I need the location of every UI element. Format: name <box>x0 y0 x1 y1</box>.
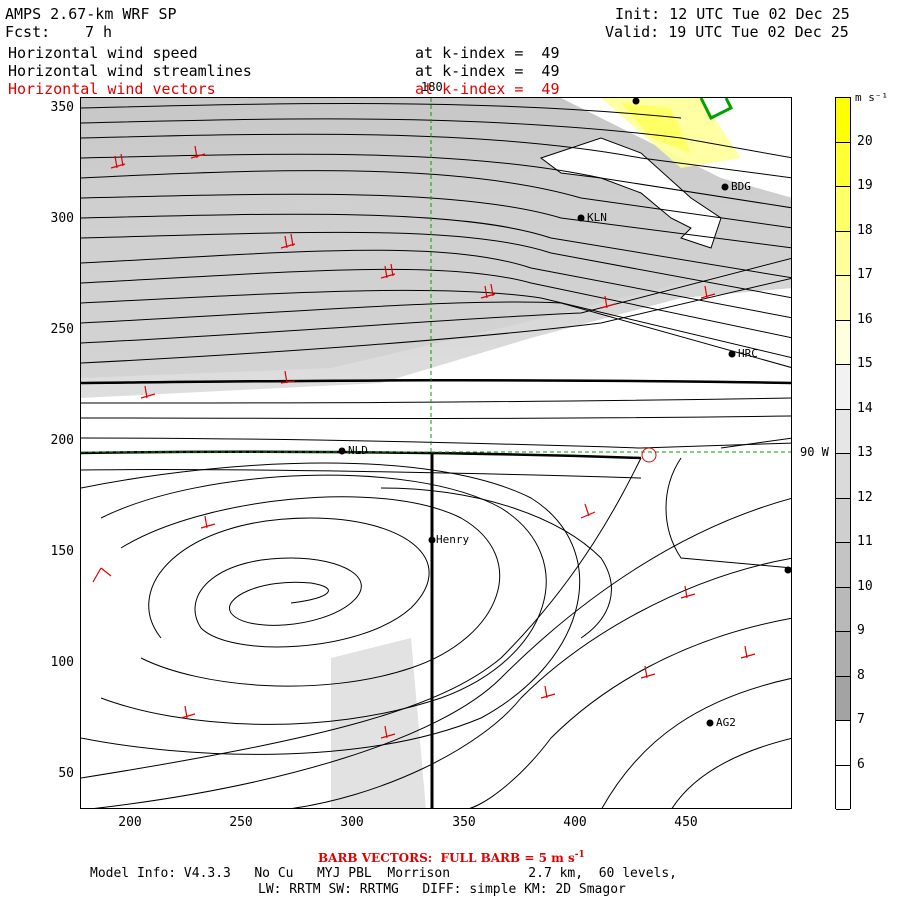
colorbar-segment <box>836 365 850 410</box>
barb-legend-unit: -1 <box>574 850 585 860</box>
field-level-streamlines: at k-index = 49 <box>415 62 560 80</box>
station-label-henry: Henry <box>436 533 470 546</box>
station-dot-bdg <box>721 183 729 191</box>
station-dot-henry <box>428 536 436 544</box>
station-markers <box>338 98 791 727</box>
field-name-vectors: Horizontal wind vectors <box>8 80 216 98</box>
colorbar-segment <box>836 276 850 321</box>
parallel-label: 90 W <box>800 445 829 459</box>
colorbar-segment <box>836 587 850 632</box>
colorbar-segment <box>836 409 850 454</box>
field-level-wind-speed: at k-index = 49 <box>415 44 560 62</box>
colorbar-segment <box>836 676 850 721</box>
colorbar <box>835 97 851 810</box>
colorbar-segment <box>836 231 850 276</box>
x-tick-350: 350 <box>452 815 476 830</box>
init-time: Init: 12 UTC Tue 02 Dec 25 <box>615 5 850 23</box>
station-dot-top <box>632 98 640 105</box>
colorbar-label: 6 <box>857 756 865 772</box>
colorbar-label: 16 <box>857 311 873 327</box>
x-tick-200: 200 <box>118 815 142 830</box>
y-tick-250: 250 <box>50 322 74 337</box>
station-label-ag2: AG2 <box>716 716 736 729</box>
colorbar-segment <box>836 454 850 499</box>
barb-legend: BARB VECTORS: FULL BARB = 5 m s-1 <box>318 850 585 865</box>
y-tick-300: 300 <box>50 211 74 226</box>
colorbar-label: 15 <box>857 356 873 371</box>
station-label-nld: NLD <box>348 444 368 457</box>
station-dot-ag2 <box>706 719 714 727</box>
model-info: Model Info: V4.3.3 No Cu MYJ PBL Morriso… <box>90 866 677 881</box>
x-tick-400: 400 <box>563 815 587 830</box>
station-label-hrc: HRC <box>738 347 758 360</box>
y-tick-100: 100 <box>50 655 74 670</box>
station-dot-edge <box>784 566 791 574</box>
y-tick-200: 200 <box>50 433 74 448</box>
colorbar-label: 20 <box>857 133 873 149</box>
valid-time: Valid: 19 UTC Tue 02 Dec 25 <box>605 23 849 41</box>
field-level-vectors: at k-index = 49 <box>415 80 560 98</box>
wind-barbs <box>92 145 756 739</box>
colorbar-label: 10 <box>857 578 873 594</box>
colorbar-segment <box>836 765 850 810</box>
station-dot-hrc <box>728 350 736 358</box>
colorbar-label: 14 <box>857 400 873 416</box>
colorbar-segment <box>836 187 850 232</box>
colorbar-label: 9 <box>857 623 865 638</box>
field-name-streamlines: Horizontal wind streamlines <box>8 62 252 80</box>
speed-shading-south <box>331 638 426 808</box>
colorbar-segment <box>836 721 850 766</box>
colorbar-label: 8 <box>857 667 865 683</box>
colorbar-segment <box>836 543 850 588</box>
y-tick-150: 150 <box>50 544 74 559</box>
speed-shading-band <box>81 158 791 378</box>
colorbar-label: 7 <box>857 712 865 727</box>
field-name-wind-speed: Horizontal wind speed <box>8 44 198 62</box>
forecast-hour: 7 h <box>85 23 113 41</box>
y-tick-50: 50 <box>58 766 74 781</box>
barb-legend-text: BARB VECTORS: FULL BARB = 5 m s <box>318 851 575 865</box>
x-tick-250: 250 <box>229 815 253 830</box>
colorbar-label: 12 <box>857 489 873 505</box>
colorbar-label: 18 <box>857 222 873 238</box>
coastline <box>699 98 734 121</box>
station-dot-kln <box>577 214 585 222</box>
speed-shading-yellow-core <box>621 103 691 153</box>
colorbar-segment <box>836 632 850 677</box>
colorbar-segment <box>836 320 850 365</box>
x-tick-300: 300 <box>340 815 364 830</box>
bold-streamline-upper <box>81 379 791 385</box>
streamlines <box>81 103 791 808</box>
colorbar-segment <box>836 142 850 187</box>
colorbar-label: 19 <box>857 178 873 193</box>
model-title: AMPS 2.67-km WRF SP <box>5 5 177 23</box>
station-label-kln: KLN <box>587 211 607 224</box>
colorbar-segment <box>836 98 850 143</box>
colorbar-label: 11 <box>857 534 873 549</box>
y-tick-350: 350 <box>50 100 74 115</box>
wind-map[interactable] <box>80 97 792 809</box>
station-label-bdg: BDG <box>731 180 751 193</box>
station-dot-nld <box>338 447 346 455</box>
pole-marker <box>641 447 657 463</box>
forecast-label: Fcst: <box>5 23 51 41</box>
colorbar-unit: m s⁻¹ <box>855 91 889 104</box>
x-tick-450: 450 <box>674 815 698 830</box>
colorbar-label: 17 <box>857 267 873 282</box>
wind-map-svg <box>81 98 791 808</box>
colorbar-segment <box>836 498 850 543</box>
colorbar-label: 13 <box>857 445 873 460</box>
meridian-label: 180 <box>421 80 443 94</box>
physics-info: LW: RRTM SW: RRTMG DIFF: simple KM: 2D S… <box>258 882 626 897</box>
